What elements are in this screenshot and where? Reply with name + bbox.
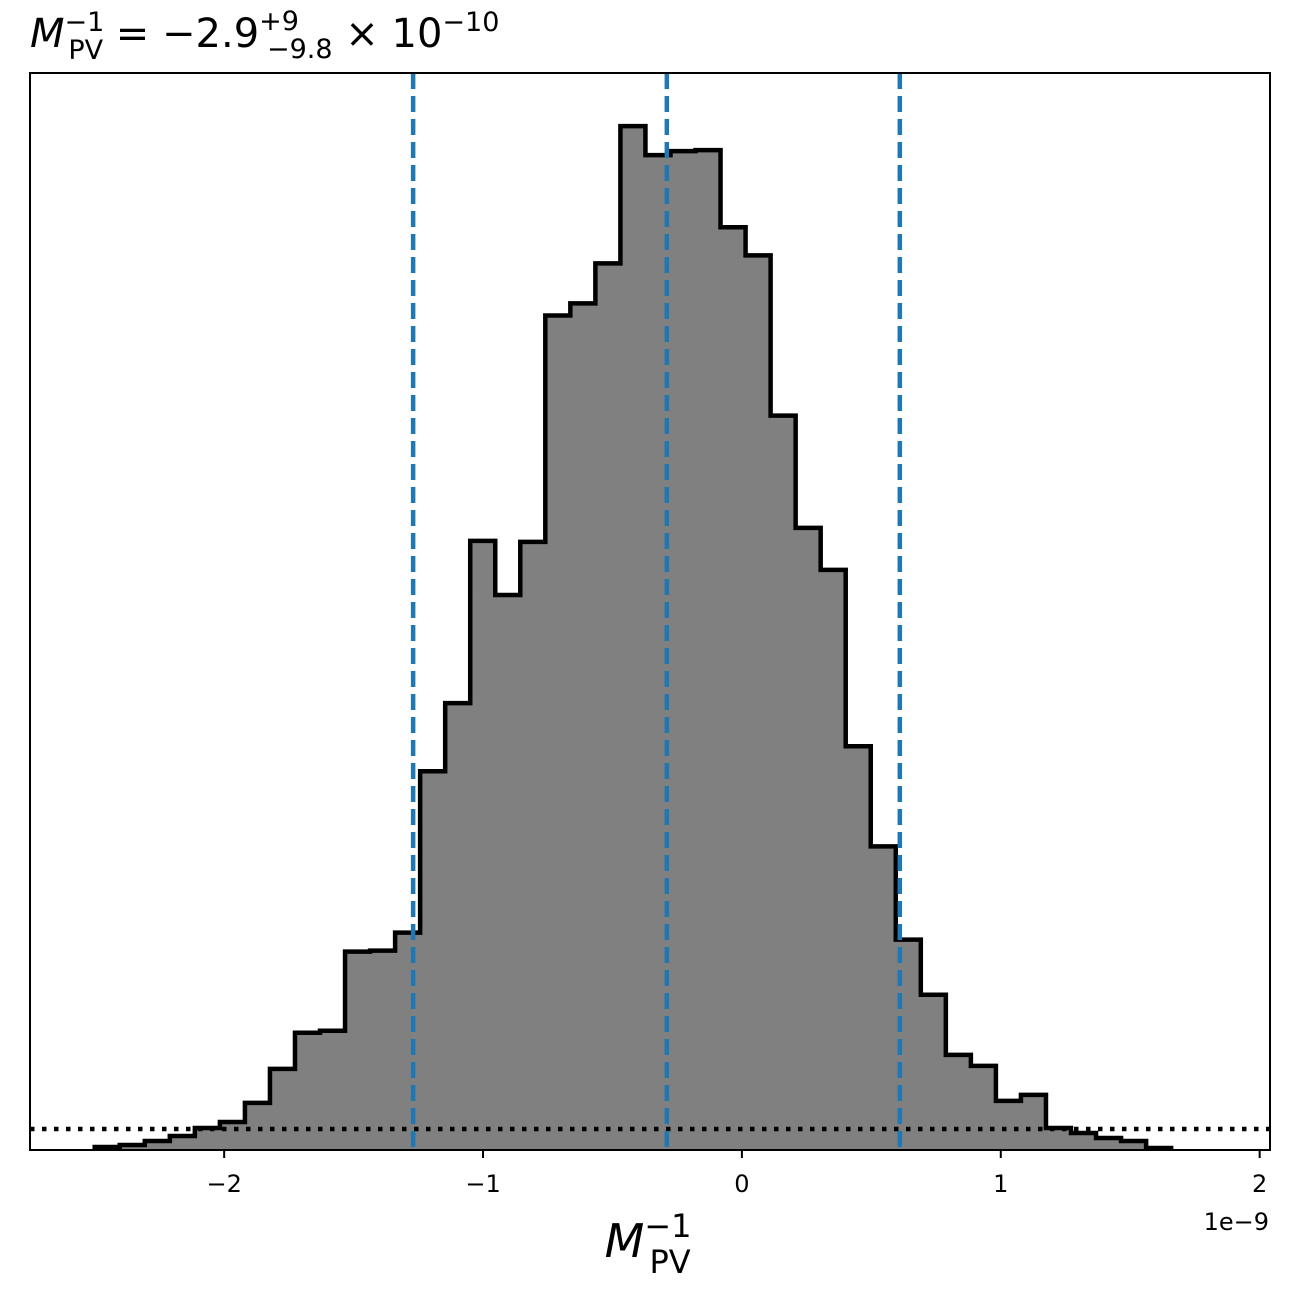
histogram-bar [570, 303, 596, 1150]
histogram-bar [870, 846, 897, 1150]
histogram-bar [420, 771, 446, 1150]
x-axis-label: M−1 PV [605, 1207, 692, 1281]
histogram-bar [294, 1032, 321, 1150]
chart-title: M−1 PV = −2.9+9 −9.8 × 10−10 [30, 6, 499, 66]
histogram-bar [795, 527, 822, 1150]
histogram-bar [395, 932, 421, 1150]
histogram-bar [1121, 1140, 1147, 1150]
histogram-bar [269, 1068, 296, 1150]
x-tick-label: −1 [465, 1170, 500, 1198]
histogram-bar [1020, 1094, 1047, 1150]
histogram-bar [770, 415, 797, 1150]
histogram-bar [945, 1054, 972, 1150]
x-tick-label: 1 [993, 1170, 1008, 1198]
histogram-bar [1071, 1132, 1097, 1150]
histogram-bar [495, 594, 521, 1150]
histogram-bar [445, 703, 471, 1150]
histogram-bar [1045, 1127, 1072, 1150]
histogram-bar [320, 1030, 346, 1150]
histogram-bars [92, 123, 1174, 1150]
histogram-bar [470, 540, 496, 1150]
histogram-bar [820, 569, 847, 1150]
histogram-bar [920, 994, 947, 1150]
histogram-bar [119, 1144, 146, 1150]
histogram-bar [370, 950, 396, 1150]
histogram-bar [144, 1140, 171, 1150]
histogram-bar [169, 1135, 196, 1150]
x-tick-label: −2 [206, 1170, 241, 1198]
x-tick-label: 0 [734, 1170, 749, 1198]
histogram-bar [1096, 1137, 1122, 1150]
histogram-bar [720, 227, 747, 1150]
histogram-bar [620, 126, 647, 1150]
histogram-bar [970, 1065, 997, 1150]
x-tick-label: 2 [1252, 1170, 1267, 1198]
histogram-bar [545, 315, 571, 1150]
plot-area [29, 72, 1271, 1151]
histogram-outline [92, 123, 1174, 1150]
histogram-bar [244, 1102, 271, 1150]
x-offset-label: 1e−9 [1204, 1208, 1269, 1236]
histogram-bar [745, 255, 772, 1150]
histogram-bar [845, 746, 872, 1150]
histogram-bar [995, 1100, 1022, 1150]
histogram-bar [219, 1121, 246, 1150]
histogram-bar [595, 263, 622, 1150]
histogram-bar [695, 150, 722, 1150]
histogram-bar [520, 541, 546, 1150]
histogram-bar [194, 1127, 221, 1150]
x-axis-ticks: −2 −1 0 1 2 [206, 1150, 1267, 1198]
histogram-bar [345, 951, 371, 1150]
axes-frame [29, 72, 1271, 1151]
histogram-bar [670, 151, 697, 1150]
